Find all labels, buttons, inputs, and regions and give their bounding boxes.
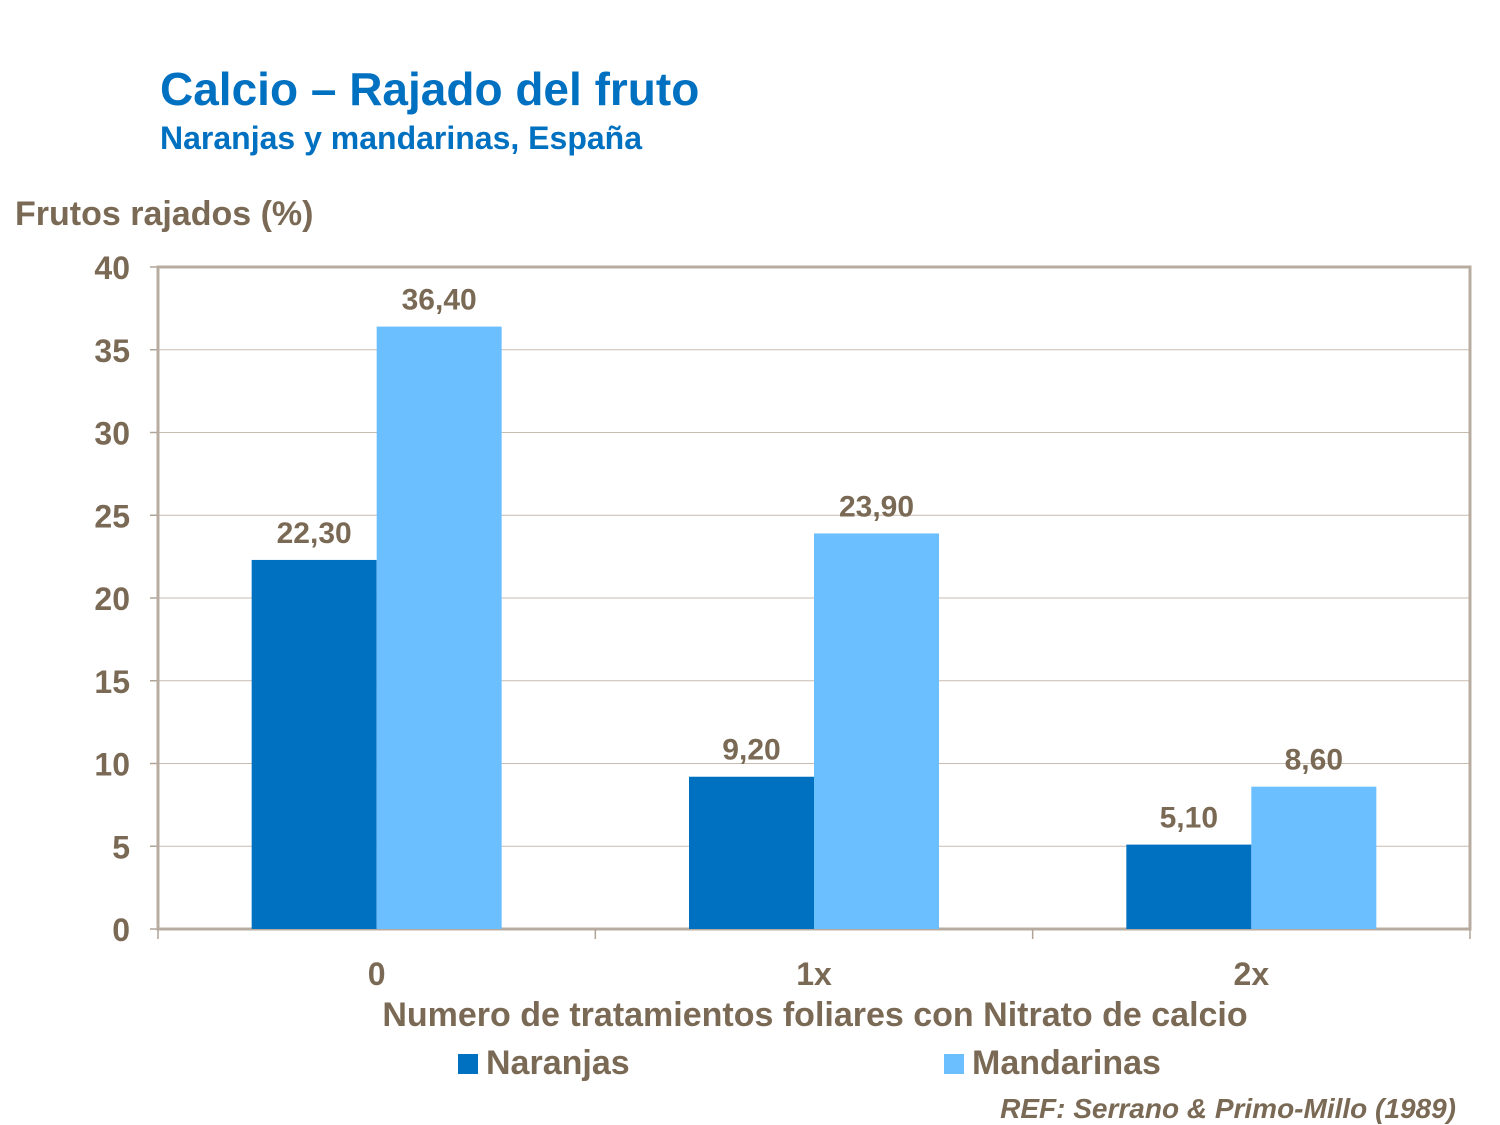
y-axis-label: Frutos rajados (%)	[15, 195, 314, 233]
legend-label: Naranjas	[486, 1044, 630, 1082]
x-tick-label: 1x	[796, 956, 832, 992]
y-tick-label: 25	[94, 498, 130, 534]
y-tick-label: 15	[94, 664, 130, 700]
y-tick-label: 40	[94, 250, 130, 286]
legend-item-mandarinas: Mandarinas	[944, 1044, 1161, 1083]
x-axis-label: Numero de tratamientos foliares con Nitr…	[382, 996, 1248, 1034]
data-label: 5,10	[1160, 802, 1218, 835]
chart-subtitle: Naranjas y mandarinas, España	[160, 120, 642, 156]
legend-swatch	[944, 1053, 964, 1074]
legend-swatch	[458, 1053, 478, 1074]
bar-naranjas	[1126, 844, 1252, 929]
bar-naranjas	[689, 776, 814, 929]
chart-title: Calcio – Rajado del fruto	[160, 63, 700, 115]
bar-mandarinas	[814, 533, 939, 929]
x-tick-label: 2x	[1234, 956, 1270, 992]
y-tick-label: 0	[112, 912, 130, 948]
data-label: 23,90	[839, 490, 914, 523]
y-tick-label: 10	[94, 747, 130, 783]
y-tick-label: 35	[94, 333, 130, 369]
y-tick-label: 5	[112, 829, 130, 865]
bar-mandarinas	[1251, 786, 1377, 929]
data-label: 9,20	[722, 734, 780, 767]
y-tick-label: 20	[94, 581, 130, 617]
y-tick-label: 30	[94, 416, 130, 452]
data-label: 22,30	[277, 517, 352, 550]
legend-label: Mandarinas	[972, 1044, 1161, 1082]
data-label: 36,40	[402, 284, 477, 317]
x-tick-label: 0	[368, 956, 386, 992]
bar-naranjas	[251, 559, 377, 929]
bar-mandarinas	[376, 326, 502, 930]
reference-note: REF: Serrano & Primo-Millo (1989)	[1000, 1093, 1456, 1124]
data-label: 8,60	[1285, 744, 1343, 777]
legend-item-naranjas: Naranjas	[458, 1044, 630, 1083]
